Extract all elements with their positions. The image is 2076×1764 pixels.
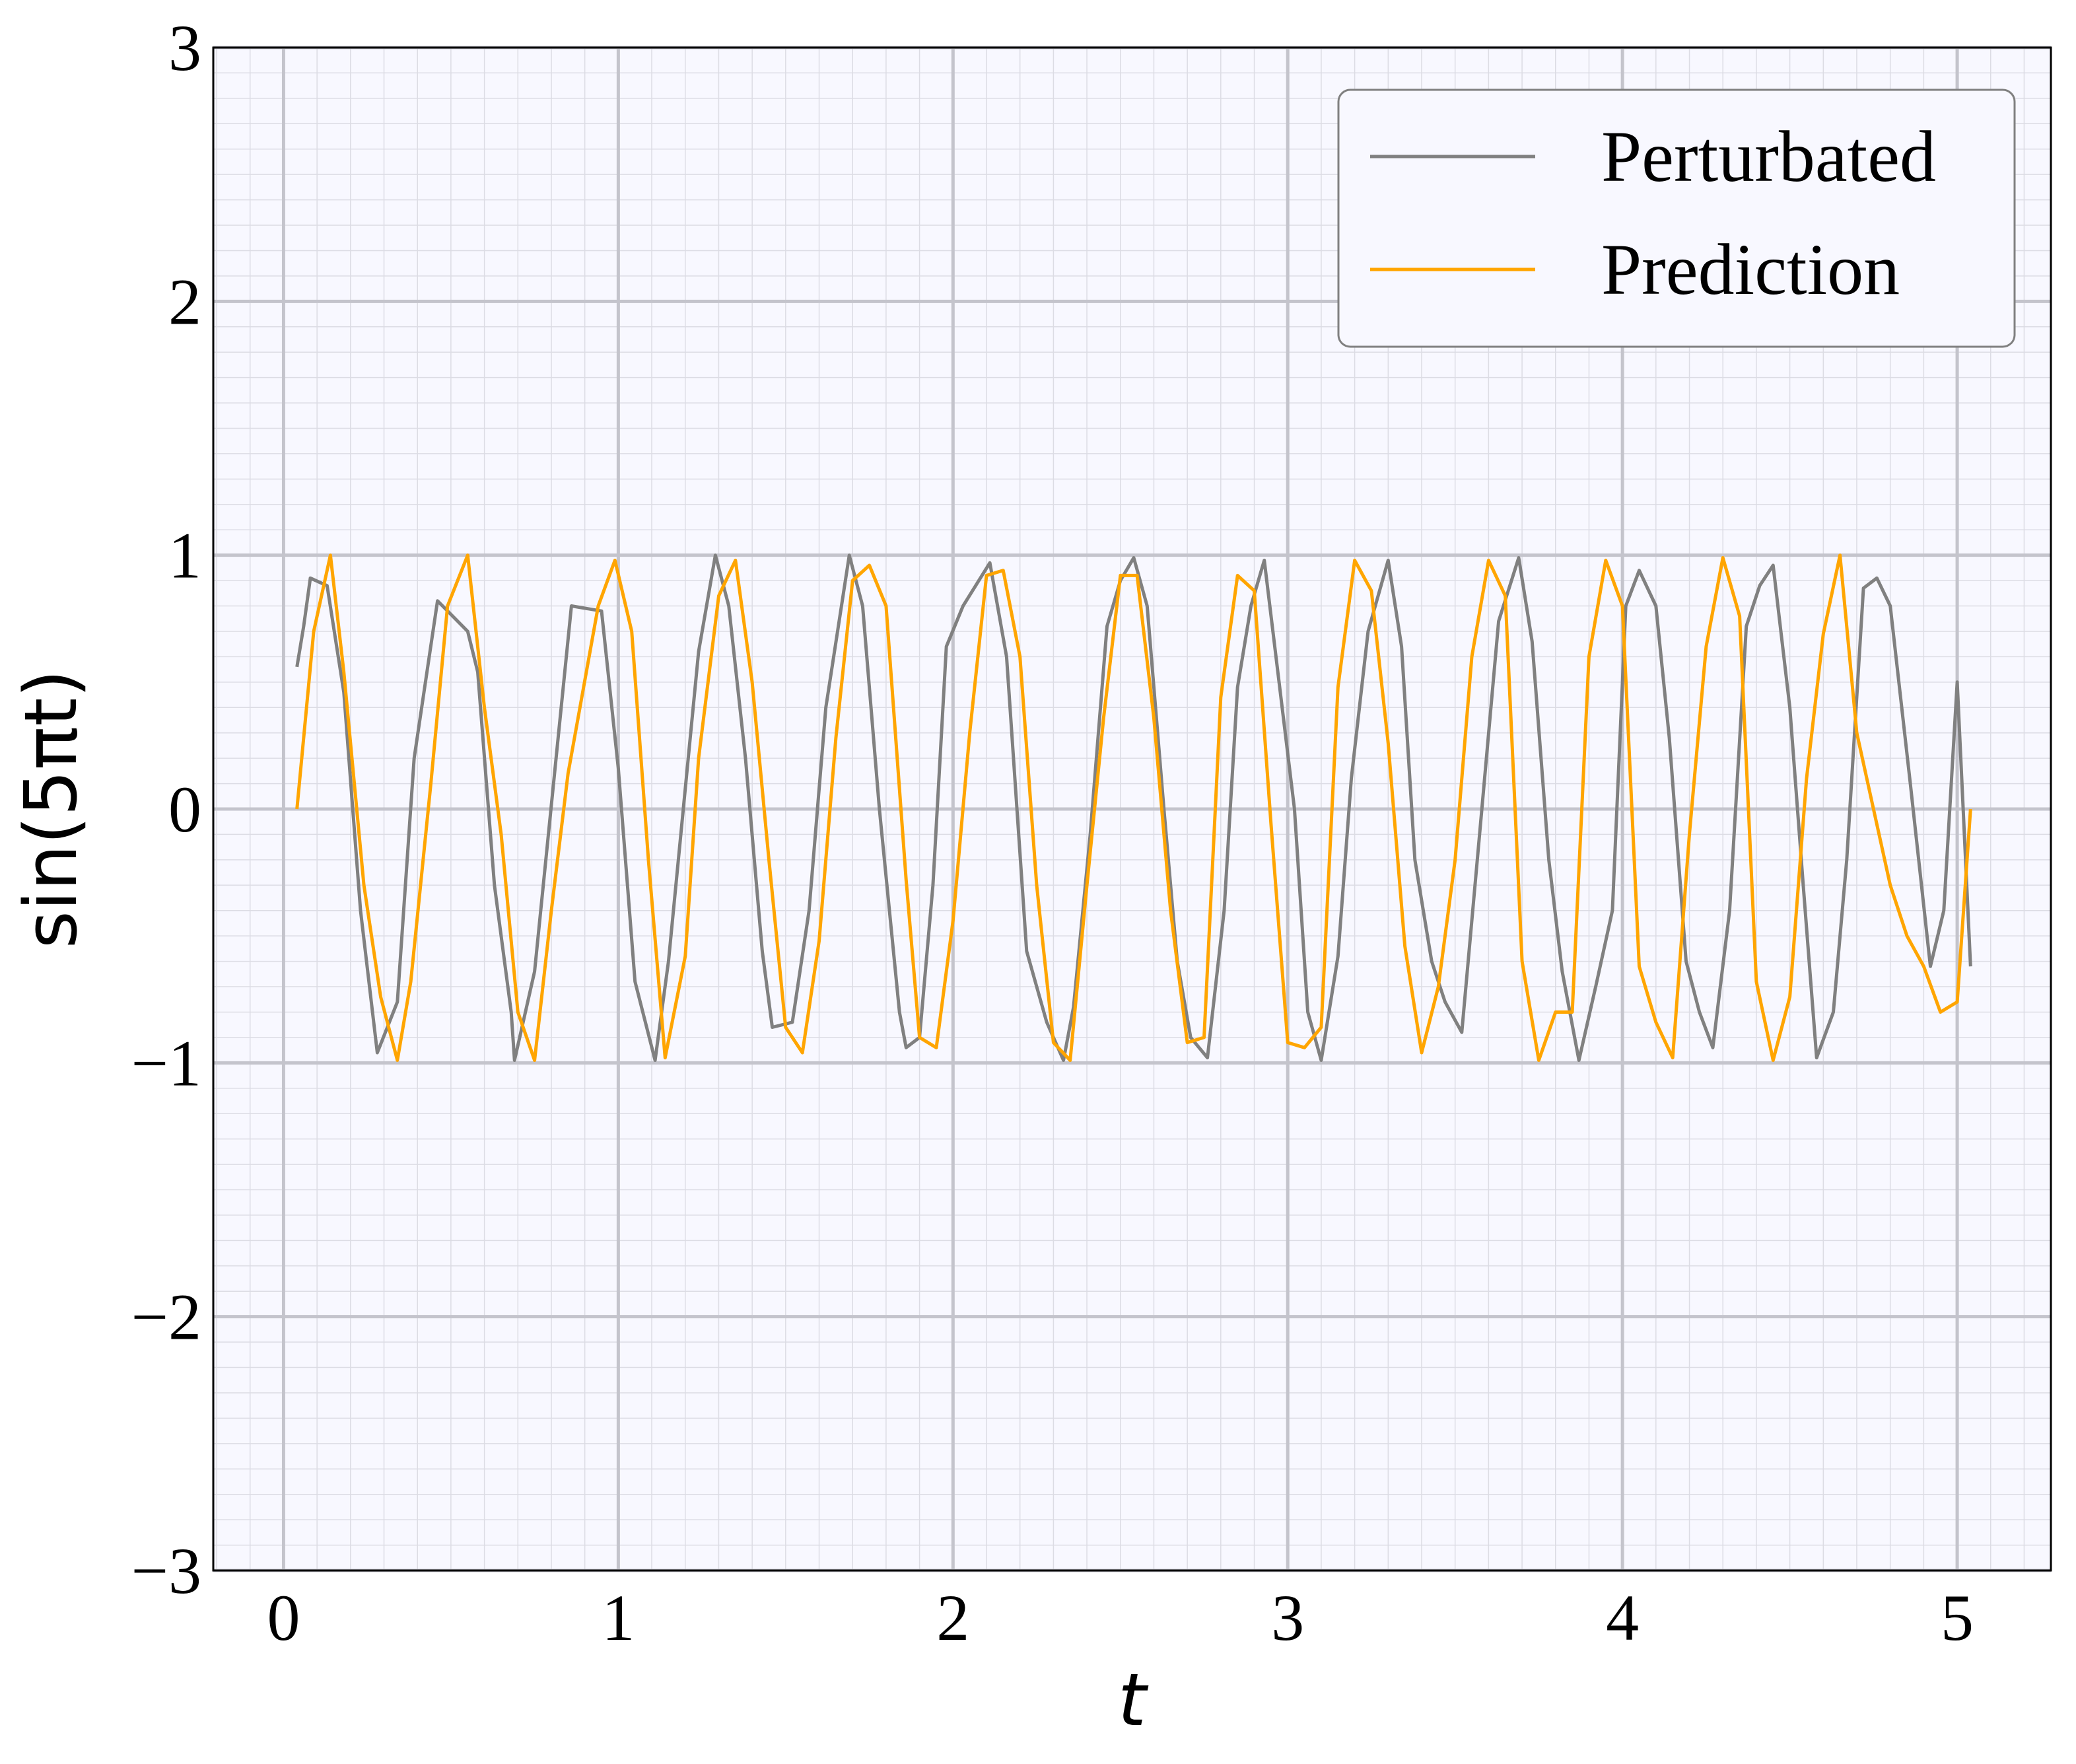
series-line-perturbated — [295, 553, 1972, 1062]
y-tick-label: −1 — [131, 1026, 201, 1100]
y-tick-label: 2 — [168, 265, 201, 338]
x-tick-label: 0 — [267, 1581, 300, 1654]
legend-label-perturbated: Perturbated — [1601, 116, 1936, 197]
legend-label-prediction: Prediction — [1601, 229, 1900, 310]
y-tick-labels: −3 −2 −1 0 1 2 3 — [131, 11, 201, 1607]
x-tick-label: 5 — [1941, 1581, 1974, 1654]
y-tick-label: 0 — [168, 773, 201, 846]
x-tick-label: 1 — [602, 1581, 635, 1654]
series-line-prediction — [295, 553, 1972, 1062]
y-tick-label: −2 — [131, 1281, 201, 1354]
series-layer — [295, 553, 1972, 1062]
y-tick-label: 1 — [168, 519, 201, 592]
y-tick-label: −3 — [131, 1534, 201, 1607]
x-tick-labels: 0 1 2 3 4 5 — [267, 1581, 1974, 1654]
y-tick-label: 3 — [168, 11, 201, 85]
x-tick-label: 2 — [936, 1581, 969, 1654]
legend-box — [1337, 88, 2016, 348]
x-tick-label: 3 — [1271, 1581, 1304, 1654]
x-tick-label: 4 — [1606, 1581, 1639, 1654]
y-axis-label: sin(5πt) — [9, 670, 93, 949]
plot-frame — [212, 46, 2052, 1572]
legend: Perturbated Prediction — [1337, 88, 2016, 348]
x-axis-label: t — [1118, 1658, 1149, 1742]
